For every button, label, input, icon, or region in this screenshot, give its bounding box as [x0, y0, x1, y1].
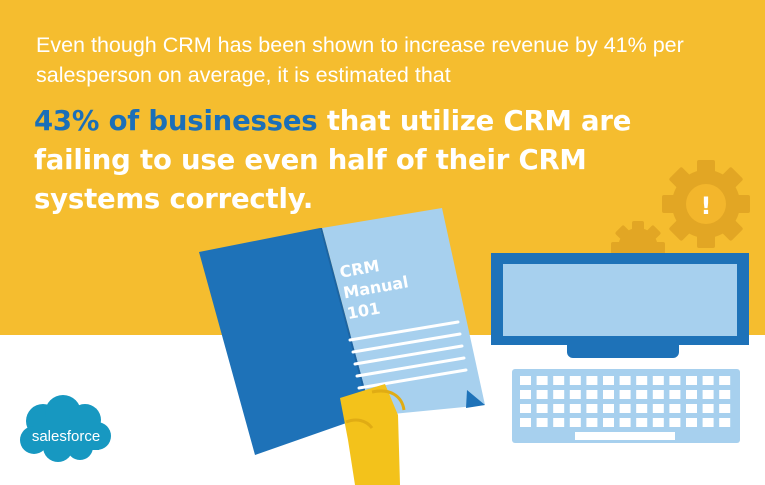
headline-highlight: 43% of businesses: [34, 105, 318, 137]
monitor-icon: [491, 253, 749, 358]
keyboard-key: [619, 390, 631, 399]
keyboard-key: [569, 390, 581, 399]
keyboard-key: [553, 390, 565, 399]
keyboard-key: [719, 376, 731, 385]
keyboard-key: [603, 418, 614, 427]
keyboard-key: [586, 418, 598, 427]
keyboard-key: [636, 376, 648, 385]
monitor-stand: [567, 338, 679, 358]
crm-manual-book-icon: [199, 208, 485, 455]
keyboard-key: [686, 376, 697, 385]
gear-hub: [686, 184, 726, 224]
monitor-screen: [503, 264, 737, 336]
keyboard-key: [536, 390, 548, 399]
keyboard-key: [652, 418, 664, 427]
salesforce-logo-text: salesforce: [32, 428, 100, 445]
keyboard-key: [536, 418, 548, 427]
keyboard-key: [619, 376, 631, 385]
headline-rest: that utilize CRM are failing to use even…: [34, 105, 632, 215]
intro-text: Even though CRM has been shown to increa…: [36, 33, 684, 87]
alert-symbol: !: [701, 192, 712, 220]
keyboard-key: [719, 418, 731, 427]
keyboard-key: [536, 404, 548, 413]
keyboard-key: [586, 404, 598, 413]
hand-icon: [340, 384, 406, 485]
headline: 43% of businesses that utilize CRM are f…: [34, 102, 674, 219]
keyboard-key: [702, 376, 714, 385]
keyboard-key: [652, 390, 664, 399]
keyboard-key: [669, 418, 681, 427]
page-curl: [466, 390, 485, 408]
keyboard-key: [520, 376, 531, 385]
keyboard-key: [702, 418, 714, 427]
gear-alert-icon: !: [611, 160, 750, 268]
keyboard-icon: [512, 369, 740, 443]
keyboard-key: [702, 390, 714, 399]
keyboard-key: [603, 404, 614, 413]
keyboard-key: [669, 376, 681, 385]
keyboard-key: [569, 418, 581, 427]
book-title: CRM Manual 101: [338, 251, 414, 324]
keyboard-key: [520, 390, 531, 399]
keyboard-key: [586, 390, 598, 399]
keyboard-key: [702, 404, 714, 413]
keyboard-key: [652, 376, 664, 385]
keyboard-key: [603, 376, 614, 385]
keyboard-key: [603, 390, 614, 399]
keyboard-key: [686, 404, 697, 413]
keyboard-key: [686, 390, 697, 399]
book-text-lines: [348, 320, 468, 390]
keyboard-spacebar: [575, 432, 675, 440]
keyboard-key: [652, 404, 664, 413]
keyboard-key: [619, 418, 631, 427]
keyboard-key: [636, 418, 648, 427]
keyboard-key: [553, 418, 565, 427]
keyboard-key: [536, 376, 548, 385]
keyboard-key: [636, 390, 648, 399]
keyboard-key: [553, 376, 565, 385]
keyboard-key: [619, 404, 631, 413]
keyboard-key: [569, 404, 581, 413]
keyboard-key: [636, 404, 648, 413]
keyboard-key: [669, 404, 681, 413]
keyboard-key: [586, 376, 598, 385]
keyboard-key: [719, 404, 731, 413]
keyboard-key: [669, 390, 681, 399]
keyboard-key: [719, 390, 731, 399]
book-left-cover: [199, 228, 372, 455]
keyboard-key: [520, 404, 531, 413]
keyboard-key: [553, 404, 565, 413]
keyboard-key: [686, 418, 697, 427]
salesforce-cloud-logo: [20, 395, 111, 462]
keyboard-key: [520, 418, 531, 427]
keyboard-key: [569, 376, 581, 385]
